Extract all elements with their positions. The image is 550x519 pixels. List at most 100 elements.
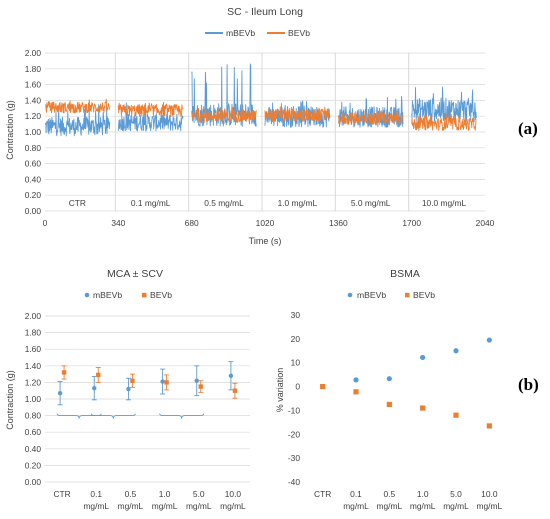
x-tick-b-5: 10.0 — [225, 489, 242, 499]
x-tick-a-1: 340 — [111, 218, 125, 228]
chart-b-y-label: Contraction (g) — [5, 370, 15, 430]
x-tick-a-5: 1700 — [402, 218, 421, 228]
segment-label-2: 0.5 mg/mL — [204, 198, 244, 208]
legend-b-mbevb-label: mBEVb — [93, 290, 122, 300]
y-tick-b-0: 0.00 — [25, 477, 42, 487]
chart-b-legend: mBEVb BEVb — [84, 290, 172, 300]
x-tick-c-1: 0.1 — [350, 489, 362, 499]
point-c-BEVb-4 — [453, 412, 459, 418]
y-tick-c-0: 30 — [291, 310, 301, 320]
x-tick-unit-b-3: mg/mL — [152, 501, 178, 511]
segment-label-5: 10.0 mg/mL — [422, 198, 467, 208]
y-tick-a-9: 1.80 — [25, 64, 42, 74]
chart-a-y-label: Contraction (g) — [5, 100, 15, 160]
point-c-mBEVb-5 — [486, 337, 492, 343]
y-tick-b-4: 0.80 — [25, 411, 42, 421]
point-b-mBEVb-2 — [126, 386, 131, 392]
y-tick-b-3: 0.60 — [25, 427, 42, 437]
x-tick-c-0: CTR — [314, 489, 331, 499]
x-tick-unit-b-4: mg/mL — [186, 501, 212, 511]
panel-label-b: (b) — [518, 375, 539, 394]
x-tick-a-0: 0 — [43, 218, 48, 228]
x-tick-b-4: 5.0 — [193, 489, 205, 499]
y-tick-a-4: 0.80 — [25, 143, 42, 153]
y-tick-b-2: 0.40 — [25, 444, 42, 454]
series-a-mBEVb — [44, 63, 477, 137]
y-tick-a-3: 0.60 — [25, 159, 42, 169]
x-tick-unit-c-5: mg/mL — [477, 501, 503, 511]
chart-a-y-ticks: 0.00 0.20 0.40 0.60 0.80 1.00 1.20 1.40 1.60 1.80… — [25, 48, 42, 216]
point-c-mBEVb-2 — [386, 376, 392, 382]
y-tick-c-4: -10 — [288, 405, 300, 415]
legend-a-mbevb-label: mBEVb — [226, 28, 255, 38]
chart-a-segment-labels: CTR 0.1 mg/mL 0.5 mg/mL 1.0 mg/mL 5.0 mg/mL 1… — [69, 198, 467, 208]
y-tick-a-6: 1.20 — [25, 111, 42, 121]
chart-c-y-label: % variation — [275, 368, 285, 413]
segment-label-4: 5.0 mg/mL — [351, 198, 391, 208]
point-b-BEVb-5 — [232, 388, 238, 393]
y-tick-a-1: 0.20 — [25, 190, 42, 200]
panel-label-a: (a) — [518, 119, 538, 138]
x-tick-unit-c-3: mg/mL — [410, 501, 436, 511]
x-tick-unit-c-1: mg/mL — [343, 501, 369, 511]
segment-label-0: CTR — [69, 198, 86, 208]
chart-a-segment-dividers — [114, 53, 410, 211]
x-tick-b-1: 0.1 — [90, 489, 102, 499]
y-tick-b-10: 2.00 — [25, 311, 42, 321]
y-tick-c-2: 10 — [291, 358, 301, 368]
point-c-mBEVb-1 — [353, 377, 359, 383]
y-tick-c-7: -40 — [288, 477, 300, 487]
legend-b-bevb-label: BEVb — [150, 290, 172, 300]
point-b-BEVb-3 — [164, 380, 169, 385]
point-b-mBEVb-3 — [160, 379, 165, 384]
y-tick-c-3: 0 — [295, 382, 300, 392]
chart-a-x-ticks: 0 340 680 1020 1360 1700 2040 — [43, 218, 495, 228]
legend-c-mbevb-swatch — [347, 292, 353, 298]
point-b-BEVb-2 — [130, 378, 135, 383]
point-b-BEVb-4 — [198, 384, 203, 389]
chart-c-title: BSMA — [390, 268, 420, 280]
chart-c-legend: mBEVb BEVb — [347, 290, 435, 300]
series-b-BEVb — [61, 365, 238, 399]
legend-c-bevb-label: BEVb — [413, 290, 435, 300]
series-c-BEVb — [320, 383, 492, 429]
chart-mca-scv: MCA ± SCV mBEVb BEVb 0.00 0.20 0.40 0.60 0.8… — [5, 268, 250, 511]
chart-b-x-ticks: CTR 0.1 mg/mL 0.5 mg/mL 1.0 mg/mL 5.0 mg/mL 10.0 m… — [53, 489, 246, 511]
chart-b-series — [57, 361, 238, 406]
point-c-BEVb-5 — [486, 423, 492, 429]
y-tick-b-9: 1.80 — [25, 328, 42, 338]
segment-label-3: 1.0 mg/mL — [278, 198, 318, 208]
y-tick-a-7: 1.40 — [25, 95, 42, 105]
point-b-mBEVb-1 — [92, 386, 97, 391]
series-a-BEVb — [44, 98, 477, 131]
chart-b-brackets — [56, 413, 205, 419]
point-b-BEVb-0 — [61, 370, 67, 375]
legend-c-bevb-swatch — [405, 292, 410, 298]
segment-label-1: 0.1 mg/mL — [131, 198, 171, 208]
point-b-mBEVb-5 — [228, 373, 234, 378]
x-tick-c-2: 0.5 — [384, 489, 396, 499]
chart-a-x-label: Time (s) — [249, 236, 282, 246]
x-tick-a-3: 1020 — [256, 218, 275, 228]
y-tick-a-10: 2.00 — [25, 48, 42, 58]
y-tick-b-5: 1.00 — [25, 394, 42, 404]
chart-b-title: MCA ± SCV — [107, 268, 163, 280]
legend-b-mbevb-swatch — [84, 292, 90, 298]
x-tick-unit-c-2: mg/mL — [377, 501, 403, 511]
y-tick-b-1: 0.20 — [25, 460, 42, 470]
chart-c-y-ticks: 30 20 10 0 -10 -20 -30 -40 — [288, 310, 300, 487]
point-b-mBEVb-4 — [194, 378, 199, 383]
legend-a-bevb-label: BEVb — [288, 28, 310, 38]
point-b-BEVb-1 — [96, 372, 101, 378]
point-c-mBEVb-3 — [420, 354, 426, 361]
x-tick-unit-b-2: mg/mL — [118, 501, 144, 511]
y-tick-b-7: 1.40 — [25, 361, 42, 371]
y-tick-c-1: 20 — [291, 334, 301, 344]
y-tick-a-0: 0.00 — [25, 206, 42, 216]
chart-c-series — [320, 337, 492, 429]
y-tick-a-2: 0.40 — [25, 174, 42, 184]
chart-b-y-ticks: 0.00 0.20 0.40 0.60 0.80 1.00 1.20 1.40 1.60 1.80… — [25, 311, 42, 487]
chart-bsma: BSMA mBEVb BEVb 30 20 10 0 -10 -20 -30 -40 CTR 0… — [275, 268, 539, 511]
chart-a-legend: mBEVb BEVb — [205, 28, 310, 38]
bracket-b-1 — [90, 413, 136, 419]
